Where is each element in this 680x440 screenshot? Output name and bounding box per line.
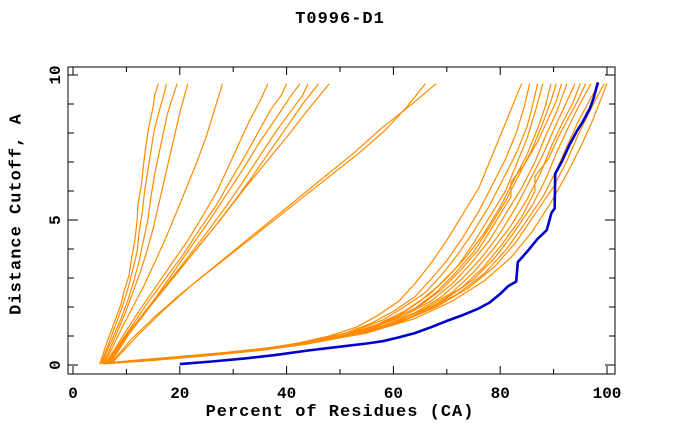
model-curve	[107, 83, 552, 364]
x-tick-label: 20	[170, 385, 189, 403]
model-curve	[112, 83, 437, 364]
x-axis-label: Percent of Residues (CA)	[205, 403, 475, 422]
model-curve	[105, 83, 288, 364]
x-tick-label: 40	[277, 385, 296, 403]
model-curve	[108, 83, 557, 364]
model-curve	[113, 83, 587, 363]
x-tick-label: 80	[491, 385, 510, 403]
model-curve	[117, 83, 608, 363]
plot-title: T0996-D1	[295, 10, 385, 29]
model-curve	[104, 83, 269, 364]
model-curve	[110, 83, 568, 364]
y-tick-label: 5	[47, 215, 65, 225]
model-curve	[110, 83, 426, 364]
model-curve	[111, 83, 576, 364]
x-tick-label: 100	[593, 385, 622, 403]
model-curve	[104, 83, 539, 365]
model-curve	[101, 83, 178, 364]
y-tick-label: 10	[47, 65, 65, 84]
model-curve	[115, 83, 600, 363]
model-curve	[103, 83, 224, 364]
y-tick-label: 0	[47, 360, 65, 370]
model-curve	[114, 83, 592, 363]
model-curve	[100, 83, 167, 365]
highlight-curve	[179, 81, 600, 366]
model-curve	[103, 83, 531, 365]
model-curve	[112, 83, 581, 364]
model-curve	[109, 83, 330, 364]
plot-border	[67, 66, 616, 375]
model-curve	[99, 83, 159, 365]
x-tick-label: 60	[384, 385, 403, 403]
model-curve	[102, 83, 189, 364]
x-tick-label: 0	[68, 385, 78, 403]
